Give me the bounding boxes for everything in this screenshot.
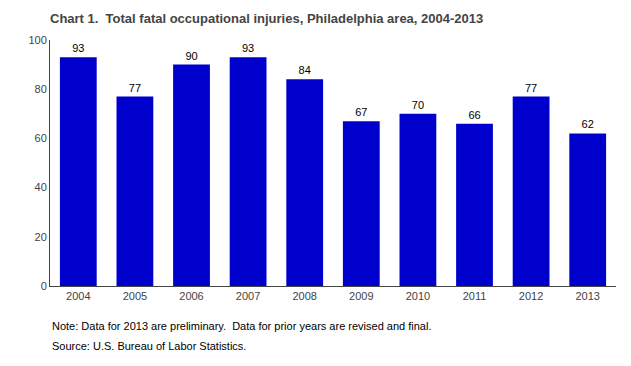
svg-text:93: 93 — [72, 42, 84, 54]
svg-text:84: 84 — [299, 64, 311, 76]
svg-text:2004: 2004 — [66, 290, 90, 302]
svg-text:2007: 2007 — [236, 290, 260, 302]
svg-text:77: 77 — [525, 82, 537, 94]
svg-text:40: 40 — [35, 181, 47, 193]
svg-text:2013: 2013 — [575, 290, 599, 302]
svg-text:66: 66 — [468, 109, 480, 121]
svg-text:67: 67 — [355, 106, 367, 118]
svg-text:2009: 2009 — [349, 290, 373, 302]
svg-text:2012: 2012 — [519, 290, 543, 302]
svg-text:90: 90 — [185, 50, 197, 62]
svg-text:0: 0 — [41, 280, 47, 292]
svg-text:62: 62 — [582, 118, 594, 130]
svg-text:2011: 2011 — [463, 290, 487, 302]
svg-text:2010: 2010 — [406, 290, 430, 302]
svg-text:100: 100 — [28, 34, 46, 46]
svg-text:Chart 1. Total fatal occupati: Chart 1. Total fatal occupational injuri… — [50, 11, 483, 26]
svg-text:Note: Data for 2013 are prelim: Note: Data for 2013 are preliminary. Dat… — [52, 320, 431, 332]
svg-text:2005: 2005 — [123, 290, 147, 302]
svg-text:Source: U.S. Bureau of Labor S: Source: U.S. Bureau of Labor Statistics. — [52, 340, 246, 352]
svg-text:80: 80 — [35, 83, 47, 95]
svg-text:2006: 2006 — [179, 290, 203, 302]
svg-text:2008: 2008 — [292, 290, 316, 302]
svg-text:70: 70 — [412, 99, 424, 111]
svg-text:60: 60 — [35, 132, 47, 144]
svg-text:20: 20 — [35, 231, 47, 243]
svg-text:77: 77 — [129, 82, 141, 94]
svg-text:93: 93 — [242, 42, 254, 54]
